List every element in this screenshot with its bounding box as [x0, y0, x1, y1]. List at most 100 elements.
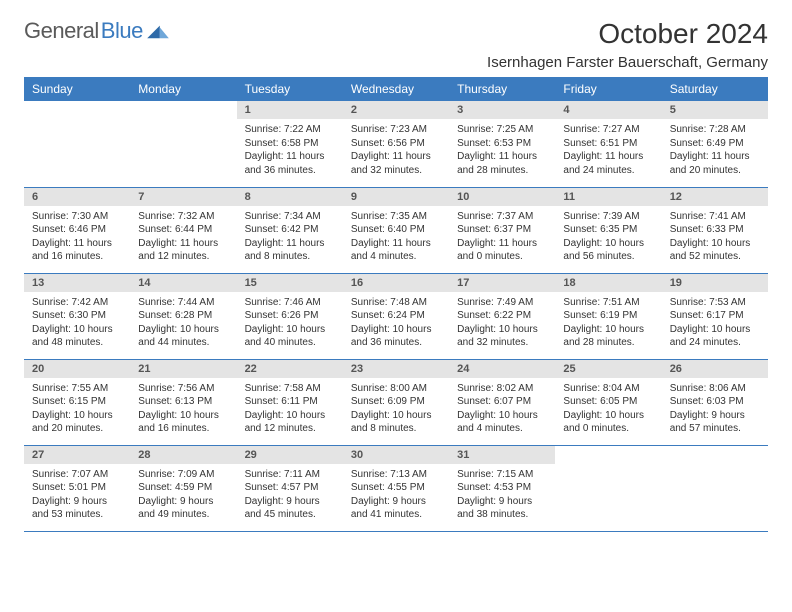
calendar-week-row: 27Sunrise: 7:07 AMSunset: 5:01 PMDayligh…	[24, 445, 768, 531]
weekday-header: Sunday	[24, 77, 130, 101]
day-details: Sunrise: 7:11 AMSunset: 4:57 PMDaylight:…	[237, 464, 343, 528]
calendar-day-cell: 23Sunrise: 8:00 AMSunset: 6:09 PMDayligh…	[343, 359, 449, 445]
calendar-day-cell: 14Sunrise: 7:44 AMSunset: 6:28 PMDayligh…	[130, 273, 236, 359]
calendar-day-cell: 31Sunrise: 7:15 AMSunset: 4:53 PMDayligh…	[449, 445, 555, 531]
day-details: Sunrise: 7:58 AMSunset: 6:11 PMDaylight:…	[237, 378, 343, 442]
calendar-day-cell: 16Sunrise: 7:48 AMSunset: 6:24 PMDayligh…	[343, 273, 449, 359]
brand-triangle-icon	[147, 22, 169, 40]
calendar-day-cell: 18Sunrise: 7:51 AMSunset: 6:19 PMDayligh…	[555, 273, 661, 359]
calendar-day-cell: 5Sunrise: 7:28 AMSunset: 6:49 PMDaylight…	[662, 101, 768, 187]
day-details: Sunrise: 7:44 AMSunset: 6:28 PMDaylight:…	[130, 292, 236, 356]
day-details: Sunrise: 7:15 AMSunset: 4:53 PMDaylight:…	[449, 464, 555, 528]
day-number: 25	[555, 360, 661, 378]
brand-logo: GeneralBlue	[24, 18, 169, 44]
calendar-day-cell: 19Sunrise: 7:53 AMSunset: 6:17 PMDayligh…	[662, 273, 768, 359]
day-number: 26	[662, 360, 768, 378]
calendar-day-cell: 17Sunrise: 7:49 AMSunset: 6:22 PMDayligh…	[449, 273, 555, 359]
day-details: Sunrise: 7:35 AMSunset: 6:40 PMDaylight:…	[343, 206, 449, 270]
day-details: Sunrise: 7:28 AMSunset: 6:49 PMDaylight:…	[662, 119, 768, 183]
day-number: 3	[449, 101, 555, 119]
day-details: Sunrise: 7:22 AMSunset: 6:58 PMDaylight:…	[237, 119, 343, 183]
calendar-day-cell: 11Sunrise: 7:39 AMSunset: 6:35 PMDayligh…	[555, 187, 661, 273]
weekday-header-row: Sunday Monday Tuesday Wednesday Thursday…	[24, 77, 768, 101]
calendar-day-cell: 26Sunrise: 8:06 AMSunset: 6:03 PMDayligh…	[662, 359, 768, 445]
day-number: 11	[555, 188, 661, 206]
day-number: 20	[24, 360, 130, 378]
day-details: Sunrise: 7:34 AMSunset: 6:42 PMDaylight:…	[237, 206, 343, 270]
weekday-header: Wednesday	[343, 77, 449, 101]
day-details: Sunrise: 7:56 AMSunset: 6:13 PMDaylight:…	[130, 378, 236, 442]
calendar-day-cell: 8Sunrise: 7:34 AMSunset: 6:42 PMDaylight…	[237, 187, 343, 273]
calendar-day-cell: 1Sunrise: 7:22 AMSunset: 6:58 PMDaylight…	[237, 101, 343, 187]
calendar-day-cell: 0	[555, 445, 661, 531]
weekday-header: Saturday	[662, 77, 768, 101]
day-number: 2	[343, 101, 449, 119]
day-number: 7	[130, 188, 236, 206]
day-number: 1	[237, 101, 343, 119]
weekday-header: Monday	[130, 77, 236, 101]
day-number: 27	[24, 446, 130, 464]
day-details: Sunrise: 7:41 AMSunset: 6:33 PMDaylight:…	[662, 206, 768, 270]
day-details: Sunrise: 7:23 AMSunset: 6:56 PMDaylight:…	[343, 119, 449, 183]
day-details: Sunrise: 7:27 AMSunset: 6:51 PMDaylight:…	[555, 119, 661, 183]
calendar-day-cell: 22Sunrise: 7:58 AMSunset: 6:11 PMDayligh…	[237, 359, 343, 445]
day-number: 28	[130, 446, 236, 464]
calendar-day-cell: 24Sunrise: 8:02 AMSunset: 6:07 PMDayligh…	[449, 359, 555, 445]
calendar-day-cell: 9Sunrise: 7:35 AMSunset: 6:40 PMDaylight…	[343, 187, 449, 273]
calendar-day-cell: 7Sunrise: 7:32 AMSunset: 6:44 PMDaylight…	[130, 187, 236, 273]
calendar-table: Sunday Monday Tuesday Wednesday Thursday…	[24, 77, 768, 532]
day-number: 4	[555, 101, 661, 119]
calendar-week-row: 0 0 1Sunrise: 7:22 AMSunset: 6:58 PMDayl…	[24, 101, 768, 187]
day-details: Sunrise: 8:00 AMSunset: 6:09 PMDaylight:…	[343, 378, 449, 442]
calendar-day-cell: 0	[24, 101, 130, 187]
weekday-header: Tuesday	[237, 77, 343, 101]
calendar-week-row: 6Sunrise: 7:30 AMSunset: 6:46 PMDaylight…	[24, 187, 768, 273]
day-details: Sunrise: 7:46 AMSunset: 6:26 PMDaylight:…	[237, 292, 343, 356]
day-number: 15	[237, 274, 343, 292]
day-number: 19	[662, 274, 768, 292]
day-number: 31	[449, 446, 555, 464]
day-details: Sunrise: 8:04 AMSunset: 6:05 PMDaylight:…	[555, 378, 661, 442]
calendar-day-cell: 15Sunrise: 7:46 AMSunset: 6:26 PMDayligh…	[237, 273, 343, 359]
day-number: 22	[237, 360, 343, 378]
day-number: 16	[343, 274, 449, 292]
calendar-day-cell: 4Sunrise: 7:27 AMSunset: 6:51 PMDaylight…	[555, 101, 661, 187]
day-number: 10	[449, 188, 555, 206]
weekday-header: Thursday	[449, 77, 555, 101]
day-number: 12	[662, 188, 768, 206]
brand-name-blue: Blue	[101, 18, 143, 44]
calendar-day-cell: 21Sunrise: 7:56 AMSunset: 6:13 PMDayligh…	[130, 359, 236, 445]
day-details: Sunrise: 7:55 AMSunset: 6:15 PMDaylight:…	[24, 378, 130, 442]
calendar-day-cell: 10Sunrise: 7:37 AMSunset: 6:37 PMDayligh…	[449, 187, 555, 273]
calendar-week-row: 13Sunrise: 7:42 AMSunset: 6:30 PMDayligh…	[24, 273, 768, 359]
header: GeneralBlue October 2024 Isernhagen Fars…	[24, 18, 768, 71]
day-number: 23	[343, 360, 449, 378]
calendar-day-cell: 25Sunrise: 8:04 AMSunset: 6:05 PMDayligh…	[555, 359, 661, 445]
day-details: Sunrise: 8:02 AMSunset: 6:07 PMDaylight:…	[449, 378, 555, 442]
day-number: 21	[130, 360, 236, 378]
day-details: Sunrise: 7:53 AMSunset: 6:17 PMDaylight:…	[662, 292, 768, 356]
day-number: 24	[449, 360, 555, 378]
day-details: Sunrise: 7:09 AMSunset: 4:59 PMDaylight:…	[130, 464, 236, 528]
day-number: 18	[555, 274, 661, 292]
day-details: Sunrise: 7:51 AMSunset: 6:19 PMDaylight:…	[555, 292, 661, 356]
calendar-day-cell: 0	[130, 101, 236, 187]
day-number: 17	[449, 274, 555, 292]
page-title: October 2024	[487, 18, 768, 50]
calendar-day-cell: 12Sunrise: 7:41 AMSunset: 6:33 PMDayligh…	[662, 187, 768, 273]
day-details: Sunrise: 7:48 AMSunset: 6:24 PMDaylight:…	[343, 292, 449, 356]
calendar-day-cell: 20Sunrise: 7:55 AMSunset: 6:15 PMDayligh…	[24, 359, 130, 445]
day-details: Sunrise: 7:13 AMSunset: 4:55 PMDaylight:…	[343, 464, 449, 528]
day-details: Sunrise: 8:06 AMSunset: 6:03 PMDaylight:…	[662, 378, 768, 442]
location-label: Isernhagen Farster Bauerschaft, Germany	[487, 54, 768, 71]
calendar-day-cell: 13Sunrise: 7:42 AMSunset: 6:30 PMDayligh…	[24, 273, 130, 359]
calendar-week-row: 20Sunrise: 7:55 AMSunset: 6:15 PMDayligh…	[24, 359, 768, 445]
calendar-day-cell: 3Sunrise: 7:25 AMSunset: 6:53 PMDaylight…	[449, 101, 555, 187]
day-number: 29	[237, 446, 343, 464]
day-number: 13	[24, 274, 130, 292]
calendar-day-cell: 28Sunrise: 7:09 AMSunset: 4:59 PMDayligh…	[130, 445, 236, 531]
day-details: Sunrise: 7:32 AMSunset: 6:44 PMDaylight:…	[130, 206, 236, 270]
weekday-header: Friday	[555, 77, 661, 101]
day-details: Sunrise: 7:30 AMSunset: 6:46 PMDaylight:…	[24, 206, 130, 270]
calendar-day-cell: 0	[662, 445, 768, 531]
